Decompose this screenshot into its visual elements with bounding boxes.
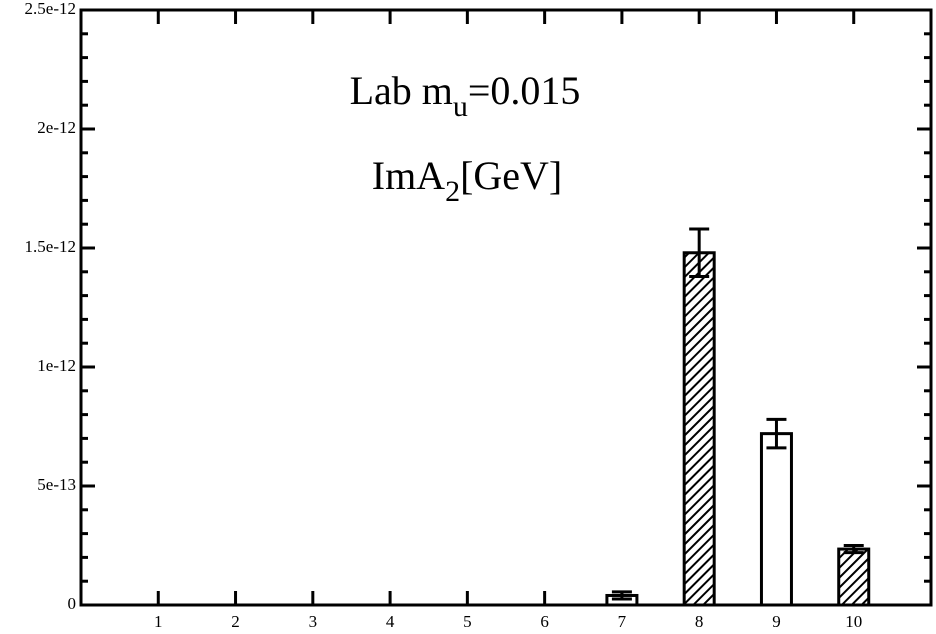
x-tick-label: 1 [154, 612, 163, 631]
bar [759, 432, 793, 607]
title-part: Lab m [350, 68, 453, 113]
bar [682, 251, 716, 607]
bar [837, 547, 871, 607]
y-tick-label: 2e-12 [37, 118, 76, 137]
x-tick-label: 6 [540, 612, 549, 631]
x-tick-label: 8 [695, 612, 704, 631]
y-tick-label: 1.5e-12 [25, 237, 76, 256]
y-tick-label: 5e-13 [37, 475, 76, 494]
title-subscript: u [453, 90, 468, 123]
x-tick-label: 5 [463, 612, 472, 631]
y-tick-label: 1e-12 [37, 356, 76, 375]
chart-title: Lab mu=0.015 [350, 68, 581, 123]
title-part: =0.015 [468, 68, 581, 113]
subtitle-part: [GeV] [460, 153, 562, 198]
subtitle-subscript: 2 [445, 175, 460, 208]
chart-subtitle: ImA2[GeV] [372, 153, 563, 208]
x-tick-label: 4 [386, 612, 395, 631]
x-tick-label: 3 [309, 612, 318, 631]
y-tick-label: 0 [68, 594, 77, 613]
x-tick-label: 7 [618, 612, 627, 631]
y-tick-label: 2.5e-12 [25, 0, 76, 18]
x-tick-label: 2 [231, 612, 240, 631]
subtitle-part: ImA [372, 153, 445, 198]
x-tick-label: 10 [845, 612, 862, 631]
plot-frame [79, 8, 933, 607]
x-tick-label: 9 [772, 612, 781, 631]
